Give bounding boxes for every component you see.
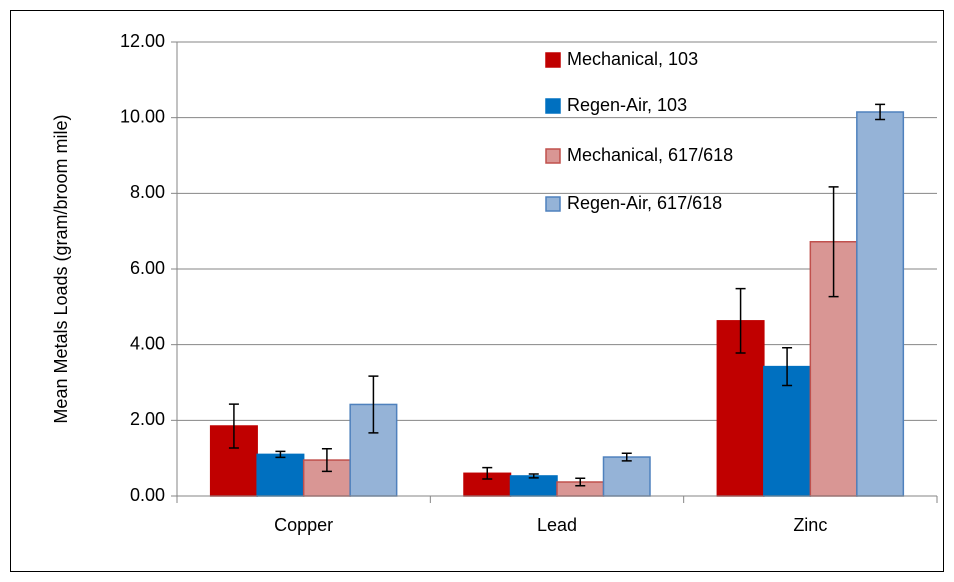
error-bar xyxy=(735,287,746,354)
y-axis-title: Mean Metals Loads (gram/broom mile) xyxy=(51,114,71,423)
legend-swatch xyxy=(545,148,561,164)
error-bar xyxy=(321,447,332,473)
error-bar xyxy=(528,473,539,479)
legend-label: Mechanical, 617/618 xyxy=(567,145,733,165)
x-tick-label: Zinc xyxy=(793,515,827,535)
bar xyxy=(856,111,905,497)
error-bar xyxy=(482,466,493,480)
legend-label: Mechanical, 103 xyxy=(567,49,698,69)
legend-label: Regen-Air, 103 xyxy=(567,95,687,115)
legend-swatch xyxy=(545,196,561,212)
bar xyxy=(256,453,305,497)
legend-swatch xyxy=(545,98,561,114)
y-tick-label: 12.00 xyxy=(120,31,165,51)
x-tick-label: Lead xyxy=(537,515,577,535)
x-tick-label: Copper xyxy=(274,515,333,535)
error-bar xyxy=(828,186,839,298)
y-tick-label: 10.00 xyxy=(120,106,165,126)
error-bar xyxy=(228,403,239,449)
bar xyxy=(602,456,651,497)
y-tick-label: 4.00 xyxy=(130,333,165,353)
error-bar xyxy=(782,346,793,387)
bar xyxy=(509,475,558,497)
chart-border xyxy=(10,10,944,572)
y-tick-label: 2.00 xyxy=(130,409,165,429)
error-bar xyxy=(575,477,586,487)
error-bar xyxy=(368,375,379,434)
y-tick-label: 0.00 xyxy=(130,485,165,505)
legend-swatch xyxy=(545,52,561,68)
error-bar xyxy=(275,450,286,459)
error-bar xyxy=(621,452,632,462)
y-tick-label: 6.00 xyxy=(130,258,165,278)
error-bar xyxy=(875,103,886,121)
legend-label: Regen-Air, 617/618 xyxy=(567,193,722,213)
y-tick-label: 8.00 xyxy=(130,182,165,202)
